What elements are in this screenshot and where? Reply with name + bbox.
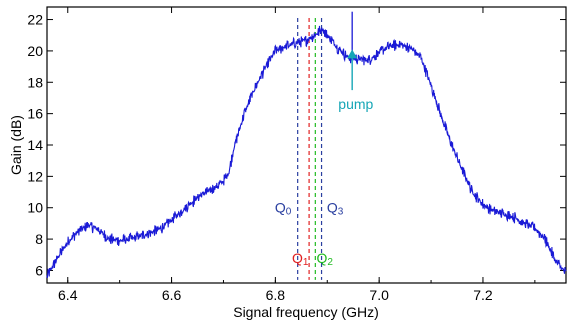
y-tick-label: 16 bbox=[27, 106, 43, 122]
y-tick-label: 6 bbox=[35, 262, 43, 278]
x-tick-label: 6.8 bbox=[266, 287, 286, 303]
axis-tick-labels: 6.4 6.6 6.8 7.0 7.2 6 8 10 12 14 16 18 20 22 bbox=[27, 12, 492, 303]
pump-annotation: pump bbox=[338, 49, 374, 112]
x-tick-label: 6.6 bbox=[162, 287, 182, 303]
q1-label: Q1 bbox=[292, 250, 309, 268]
q3-label: Q3 bbox=[327, 200, 344, 218]
pump-label: pump bbox=[338, 96, 373, 112]
axis-ticks bbox=[47, 7, 566, 283]
x-tick-label: 7.2 bbox=[473, 287, 493, 303]
y-tick-label: 14 bbox=[27, 137, 43, 153]
y-tick-label: 12 bbox=[27, 168, 43, 184]
y-tick-label: 20 bbox=[27, 43, 43, 59]
series-line-gain bbox=[46, 25, 567, 279]
y-axis-label: Gain (dB) bbox=[8, 115, 24, 175]
x-tick-label: 6.4 bbox=[58, 287, 78, 303]
y-tick-label: 22 bbox=[27, 12, 43, 28]
y-tick-label: 10 bbox=[27, 200, 43, 216]
y-tick-label: 18 bbox=[27, 74, 43, 90]
x-axis-label: Signal frequency (GHz) bbox=[233, 304, 379, 320]
q2-label: Q2 bbox=[316, 250, 333, 268]
pump-arrow-head bbox=[347, 49, 358, 59]
qubit-markers: Q0 Q1 Q2 Q3 bbox=[275, 17, 344, 280]
q0-label: Q0 bbox=[275, 200, 292, 218]
y-tick-label: 8 bbox=[35, 231, 43, 247]
x-tick-label: 7.0 bbox=[369, 287, 389, 303]
